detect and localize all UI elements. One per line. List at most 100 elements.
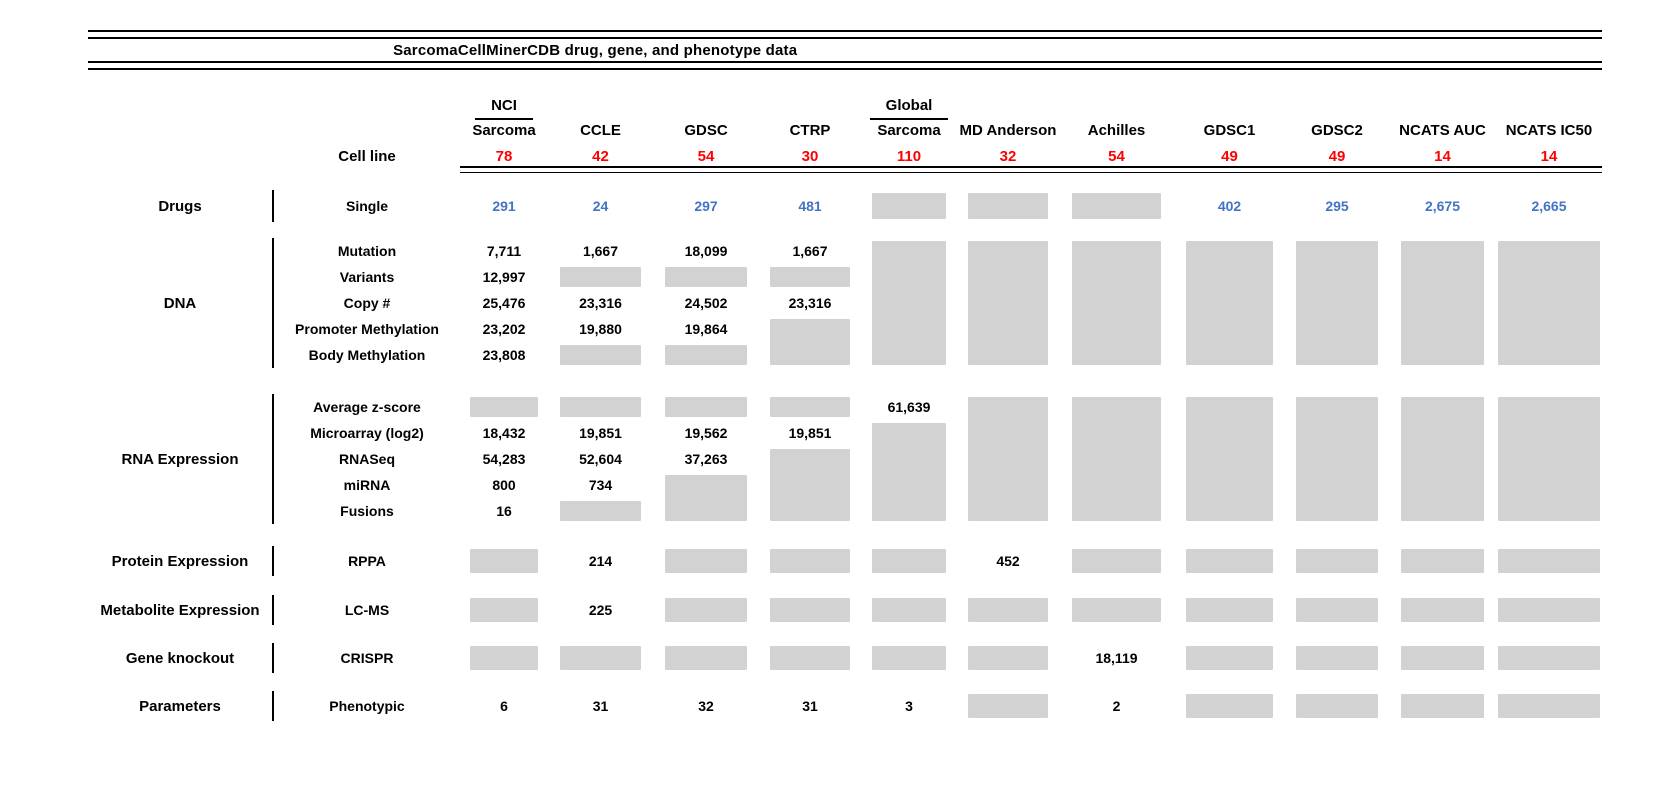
- data-column: [460, 643, 548, 673]
- header-double-rule: [460, 166, 1602, 173]
- column-header-label: GDSC2: [1311, 122, 1363, 139]
- column-header: Global Sarcoma: [861, 96, 957, 142]
- missing-data-box: [871, 646, 947, 670]
- missing-data-box: [968, 397, 1048, 521]
- row-label: Copy #: [343, 295, 391, 311]
- data-column: 225: [548, 595, 653, 625]
- value-cell: 24: [592, 198, 609, 214]
- cell-line-row: Cell line 78 42 54 30 110 32 54 49 49 14 14: [88, 142, 1602, 170]
- missing-data-box: [1186, 694, 1273, 718]
- category-label: Parameters: [139, 697, 221, 715]
- column-header-label: Achilles: [1087, 122, 1146, 139]
- data-availability-table: SarcomaCellMinerCDB drug, gene, and phen…: [88, 30, 1602, 721]
- data-column: 291: [460, 190, 548, 222]
- column-header: CTRP: [759, 96, 861, 142]
- value-cell: 23,316: [788, 295, 832, 311]
- header-spacer: [88, 96, 274, 142]
- column-header: GDSC: [653, 96, 759, 142]
- data-column: [460, 546, 548, 576]
- column-header: GDSC2: [1285, 96, 1389, 142]
- data-column: [861, 643, 957, 673]
- value-cell: 18,099: [684, 243, 728, 259]
- missing-data-box: [1071, 549, 1162, 573]
- cell-line-count: 49: [1328, 147, 1346, 165]
- category-cell: Parameters: [88, 691, 274, 721]
- missing-data-box: [1400, 646, 1485, 670]
- cell-line-count: 54: [1108, 147, 1125, 165]
- value-cell: 54,283: [482, 451, 526, 467]
- data-column: [548, 643, 653, 673]
- data-column: 297: [653, 190, 759, 222]
- data-column: [861, 238, 957, 368]
- value-cell: 24,502: [684, 295, 728, 311]
- value-cell: 23,202: [482, 321, 526, 337]
- section-metabolite-expression: Metabolite Expression LC-MS 225: [88, 595, 1602, 625]
- missing-data-box: [664, 397, 748, 417]
- missing-data-box: [1296, 549, 1378, 573]
- data-column: [1285, 595, 1389, 625]
- category-cell: Drugs: [88, 190, 274, 222]
- missing-data-box: [968, 646, 1048, 670]
- missing-data-box: [1186, 646, 1273, 670]
- row-label-column: Average z-score Microarray (log2) RNASeq mi…: [274, 394, 460, 524]
- value-cell: 734: [588, 477, 613, 493]
- row-label-column: Single: [274, 190, 460, 222]
- data-column: 452: [957, 546, 1059, 576]
- missing-data-box: [1296, 646, 1378, 670]
- missing-data-box: [1400, 694, 1485, 718]
- missing-data-box: [871, 193, 947, 219]
- column-header-top: NCI: [475, 96, 533, 120]
- table-body: Drugs Single 291 24 297 481 402 295 2,675 2,665 DN…: [88, 190, 1602, 721]
- missing-data-box: [770, 549, 850, 573]
- data-column: [1174, 643, 1285, 673]
- column-header: Achilles: [1059, 96, 1174, 142]
- category-label: Protein Expression: [111, 552, 249, 570]
- value-cell: 19,880: [579, 321, 622, 337]
- row-label: CRISPR: [340, 650, 394, 666]
- missing-data-box: [871, 241, 947, 365]
- section-rna-expression: RNA Expression Average z-score Microarray …: [88, 394, 1602, 524]
- value-cell: 19,851: [788, 425, 832, 441]
- missing-data-box: [770, 646, 850, 670]
- value-cell: 52,604: [579, 451, 622, 467]
- missing-data-box: [1296, 241, 1378, 365]
- cell-line-count: 49: [1221, 147, 1238, 165]
- column-header: MD Anderson: [957, 96, 1059, 142]
- missing-data-box: [770, 397, 850, 417]
- data-column: 1,667 23,316: [759, 238, 861, 368]
- value-cell: 19,562: [684, 425, 728, 441]
- value-cell: 25,476: [482, 295, 526, 311]
- data-column: [1389, 238, 1496, 368]
- value-cell: 16: [496, 503, 512, 519]
- missing-data-box: [664, 475, 748, 521]
- data-column: [861, 190, 957, 222]
- missing-data-box: [664, 598, 748, 622]
- data-column: [460, 595, 548, 625]
- table-header: NCI Sarcoma CCLE GDSC CTRP Global Sarcoma MD An…: [88, 96, 1602, 173]
- value-cell: 3: [905, 698, 913, 714]
- category-cell: Protein Expression: [88, 546, 274, 576]
- missing-data-box: [469, 598, 539, 622]
- value-cell: 19,864: [684, 321, 728, 337]
- data-column: [1496, 643, 1602, 673]
- missing-data-box: [1186, 241, 1273, 365]
- data-column: [957, 238, 1059, 368]
- data-column: 18,099 24,502 19,864: [653, 238, 759, 368]
- column-header: NCI Sarcoma: [460, 96, 548, 142]
- column-header: NCATS IC50: [1496, 96, 1602, 142]
- section-dna: DNA Mutation Variants Copy # Promoter Methyl…: [88, 238, 1602, 368]
- section-drugs: Drugs Single 291 24 297 481 402 295 2,675 2,665: [88, 190, 1602, 222]
- data-column: [1389, 691, 1496, 721]
- title-top-rule: [88, 30, 1602, 39]
- data-column: [957, 190, 1059, 222]
- missing-data-box: [664, 549, 748, 573]
- cell-line-label: Cell line: [338, 147, 396, 165]
- data-column: 2,665: [1496, 190, 1602, 222]
- data-column: 2: [1059, 691, 1174, 721]
- missing-data-box: [1498, 549, 1600, 573]
- value-cell: 37,263: [684, 451, 728, 467]
- missing-data-box: [1071, 598, 1162, 622]
- data-column: 19,851 52,604 734: [548, 394, 653, 524]
- data-column: 402: [1174, 190, 1285, 222]
- data-column: [1059, 190, 1174, 222]
